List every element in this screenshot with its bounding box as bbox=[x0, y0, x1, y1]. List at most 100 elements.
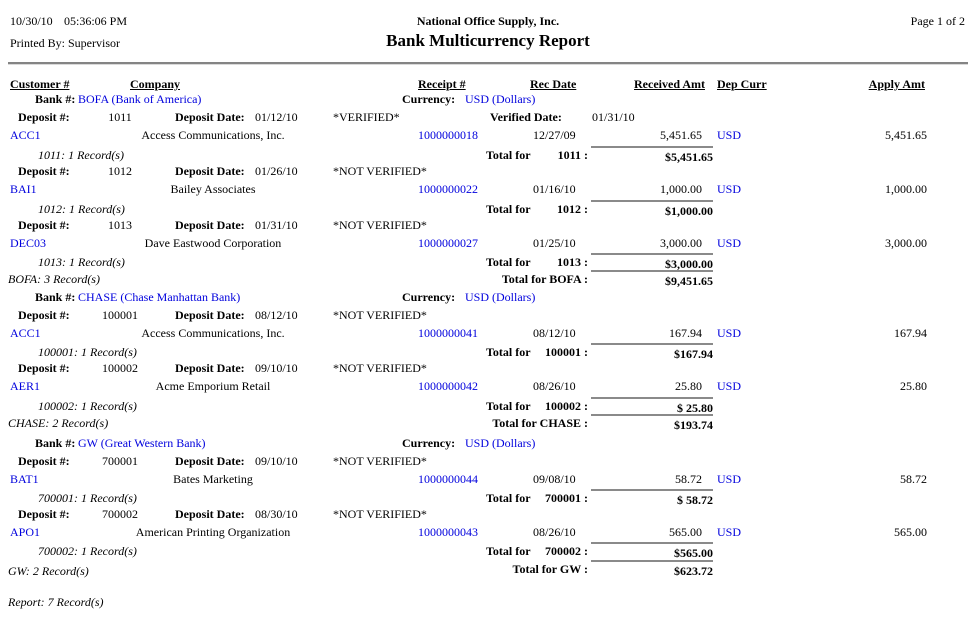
deposit-total-amount: $167.94 bbox=[591, 343, 713, 361]
deposit-number-label: Deposit #: bbox=[18, 110, 70, 124]
company-cell: Bailey Associates bbox=[170, 182, 256, 196]
receipt-link[interactable]: 1000000027 bbox=[418, 236, 478, 250]
currency-link[interactable]: USD (Dollars) bbox=[465, 436, 536, 450]
received-amt-cell: 167.94 bbox=[669, 326, 702, 340]
bank-link[interactable]: BOFA (Bank of America) bbox=[78, 92, 202, 106]
total-for-label: Total for bbox=[486, 255, 531, 269]
deposit-total-row: 700002: 1 Record(s) Total for 700002 : $… bbox=[0, 542, 976, 560]
deposit-record-count: 100002: 1 Record(s) bbox=[38, 399, 137, 413]
company-cell: Dave Eastwood Corporation bbox=[144, 236, 282, 250]
apply-amt-cell: 5,451.65 bbox=[885, 128, 927, 142]
customer-link[interactable]: ACC1 bbox=[10, 128, 41, 142]
receipt-row: ACC1 Access Communications, Inc. 1000000… bbox=[0, 128, 976, 146]
print-time: 05:36:06 PM bbox=[64, 14, 128, 28]
bank-link[interactable]: CHASE (Chase Manhattan Bank) bbox=[78, 290, 241, 304]
customer-link[interactable]: BAI1 bbox=[10, 182, 37, 196]
bank-total-row: BOFA: 3 Record(s) Total for BOFA : $9,45… bbox=[0, 270, 976, 288]
deposit-total-row: 1011: 1 Record(s) Total for 1011 : $5,45… bbox=[0, 146, 976, 164]
received-amt-cell: 5,451.65 bbox=[660, 128, 702, 142]
deposit-total-row: 100002: 1 Record(s) Total for 100002 : $… bbox=[0, 397, 976, 415]
dep-curr-link[interactable]: USD bbox=[717, 379, 742, 393]
col-received-amt: Received Amt bbox=[634, 77, 705, 91]
customer-link[interactable]: ACC1 bbox=[10, 326, 41, 340]
deposit-number: 700001 bbox=[102, 454, 138, 468]
col-dep-curr: Dep Curr bbox=[717, 77, 767, 91]
deposit-number: 100001 bbox=[102, 308, 138, 322]
total-for-key: 100001 : bbox=[545, 345, 588, 359]
deposit-header-row: Deposit #: 100002 Deposit Date: 09/10/10… bbox=[0, 361, 976, 379]
dep-curr-link[interactable]: USD bbox=[717, 525, 742, 539]
deposit-record-count: 1013: 1 Record(s) bbox=[38, 255, 125, 269]
receipt-link[interactable]: 1000000044 bbox=[418, 472, 478, 486]
deposit-date: 01/31/10 bbox=[255, 218, 298, 232]
apply-amt-cell: 58.72 bbox=[900, 472, 927, 486]
deposit-header-row: Deposit #: 1013 Deposit Date: 01/31/10 *… bbox=[0, 218, 976, 236]
col-apply-amt: Apply Amt bbox=[868, 77, 925, 91]
verified-status: *NOT VERIFIED* bbox=[333, 218, 427, 232]
receipt-row: BAT1 Bates Marketing 1000000044 09/08/10… bbox=[0, 472, 976, 490]
dep-curr-link[interactable]: USD bbox=[717, 182, 742, 196]
bank-number-label: Bank #: bbox=[35, 92, 76, 106]
deposit-date-label: Deposit Date: bbox=[175, 507, 245, 521]
receipt-link[interactable]: 1000000022 bbox=[418, 182, 478, 196]
currency-link[interactable]: USD (Dollars) bbox=[465, 92, 536, 106]
deposit-number-label: Deposit #: bbox=[18, 361, 70, 375]
dep-curr-link[interactable]: USD bbox=[717, 128, 742, 142]
col-rec-date: Rec Date bbox=[530, 77, 577, 91]
deposit-number: 1013 bbox=[108, 218, 132, 232]
bank-total-amount: $193.74 bbox=[591, 414, 713, 432]
printed-by-row: Printed By: Supervisor bbox=[0, 36, 976, 54]
dep-curr-link[interactable]: USD bbox=[717, 326, 742, 340]
total-for-label: Total for bbox=[486, 491, 531, 505]
receipt-link[interactable]: 1000000043 bbox=[418, 525, 478, 539]
received-amt-cell: 58.72 bbox=[675, 472, 702, 486]
deposit-number-label: Deposit #: bbox=[18, 218, 70, 232]
deposit-date: 01/26/10 bbox=[255, 164, 298, 178]
printed-by: Printed By: Supervisor bbox=[10, 36, 120, 50]
bank-record-count: CHASE: 2 Record(s) bbox=[8, 416, 109, 430]
customer-link[interactable]: DEC03 bbox=[10, 236, 46, 250]
currency-label: Currency: bbox=[402, 92, 456, 106]
deposit-header-row: Deposit #: 100001 Deposit Date: 08/12/10… bbox=[0, 308, 976, 326]
report-record-count: Report: 7 Record(s) bbox=[8, 595, 104, 609]
receipt-row: DEC03 Dave Eastwood Corporation 10000000… bbox=[0, 236, 976, 254]
verified-status: *NOT VERIFIED* bbox=[333, 164, 427, 178]
deposit-date-label: Deposit Date: bbox=[175, 454, 245, 468]
bank-link[interactable]: GW (Great Western Bank) bbox=[78, 436, 206, 450]
receipt-link[interactable]: 1000000041 bbox=[418, 326, 478, 340]
total-for-label: Total for bbox=[486, 399, 531, 413]
rec-date-cell: 08/26/10 bbox=[533, 379, 576, 393]
deposit-total-amount: $5,451.65 bbox=[591, 146, 713, 164]
customer-link[interactable]: AER1 bbox=[10, 379, 40, 393]
deposit-record-count: 100001: 1 Record(s) bbox=[38, 345, 137, 359]
company-cell: Access Communications, Inc. bbox=[141, 326, 285, 340]
deposit-record-count: 1012: 1 Record(s) bbox=[38, 202, 125, 216]
total-for-label: Total for bbox=[486, 202, 531, 216]
deposit-date-label: Deposit Date: bbox=[175, 218, 245, 232]
receipt-row: AER1 Acme Emporium Retail 1000000042 08/… bbox=[0, 379, 976, 397]
deposit-date: 08/12/10 bbox=[255, 308, 298, 322]
currency-link[interactable]: USD (Dollars) bbox=[465, 290, 536, 304]
rec-date-cell: 09/08/10 bbox=[533, 472, 576, 486]
dep-curr-link[interactable]: USD bbox=[717, 472, 742, 486]
customer-link[interactable]: APO1 bbox=[10, 525, 41, 539]
bank-total-amount: $9,451.65 bbox=[591, 270, 713, 288]
customer-link[interactable]: BAT1 bbox=[10, 472, 39, 486]
apply-amt-cell: 167.94 bbox=[894, 326, 927, 340]
receipt-link[interactable]: 1000000042 bbox=[418, 379, 478, 393]
bank-total-label: Total for GW : bbox=[512, 562, 588, 576]
deposit-date: 01/12/10 bbox=[255, 110, 298, 124]
bank-total-row: CHASE: 2 Record(s) Total for CHASE : $19… bbox=[0, 414, 976, 432]
dep-curr-link[interactable]: USD bbox=[717, 236, 742, 250]
total-for-key: 1012 : bbox=[557, 202, 588, 216]
total-for-key: 700002 : bbox=[545, 544, 588, 558]
company-name: National Office Supply, Inc. bbox=[416, 14, 560, 28]
receipt-row: BAI1 Bailey Associates 1000000022 01/16/… bbox=[0, 182, 976, 200]
deposit-number: 700002 bbox=[102, 507, 138, 521]
apply-amt-cell: 25.80 bbox=[900, 379, 927, 393]
receipt-link[interactable]: 1000000018 bbox=[418, 128, 478, 142]
verified-date-label: Verified Date: bbox=[490, 110, 562, 124]
company-cell: Access Communications, Inc. bbox=[141, 128, 285, 142]
company-cell: American Printing Organization bbox=[135, 525, 291, 539]
